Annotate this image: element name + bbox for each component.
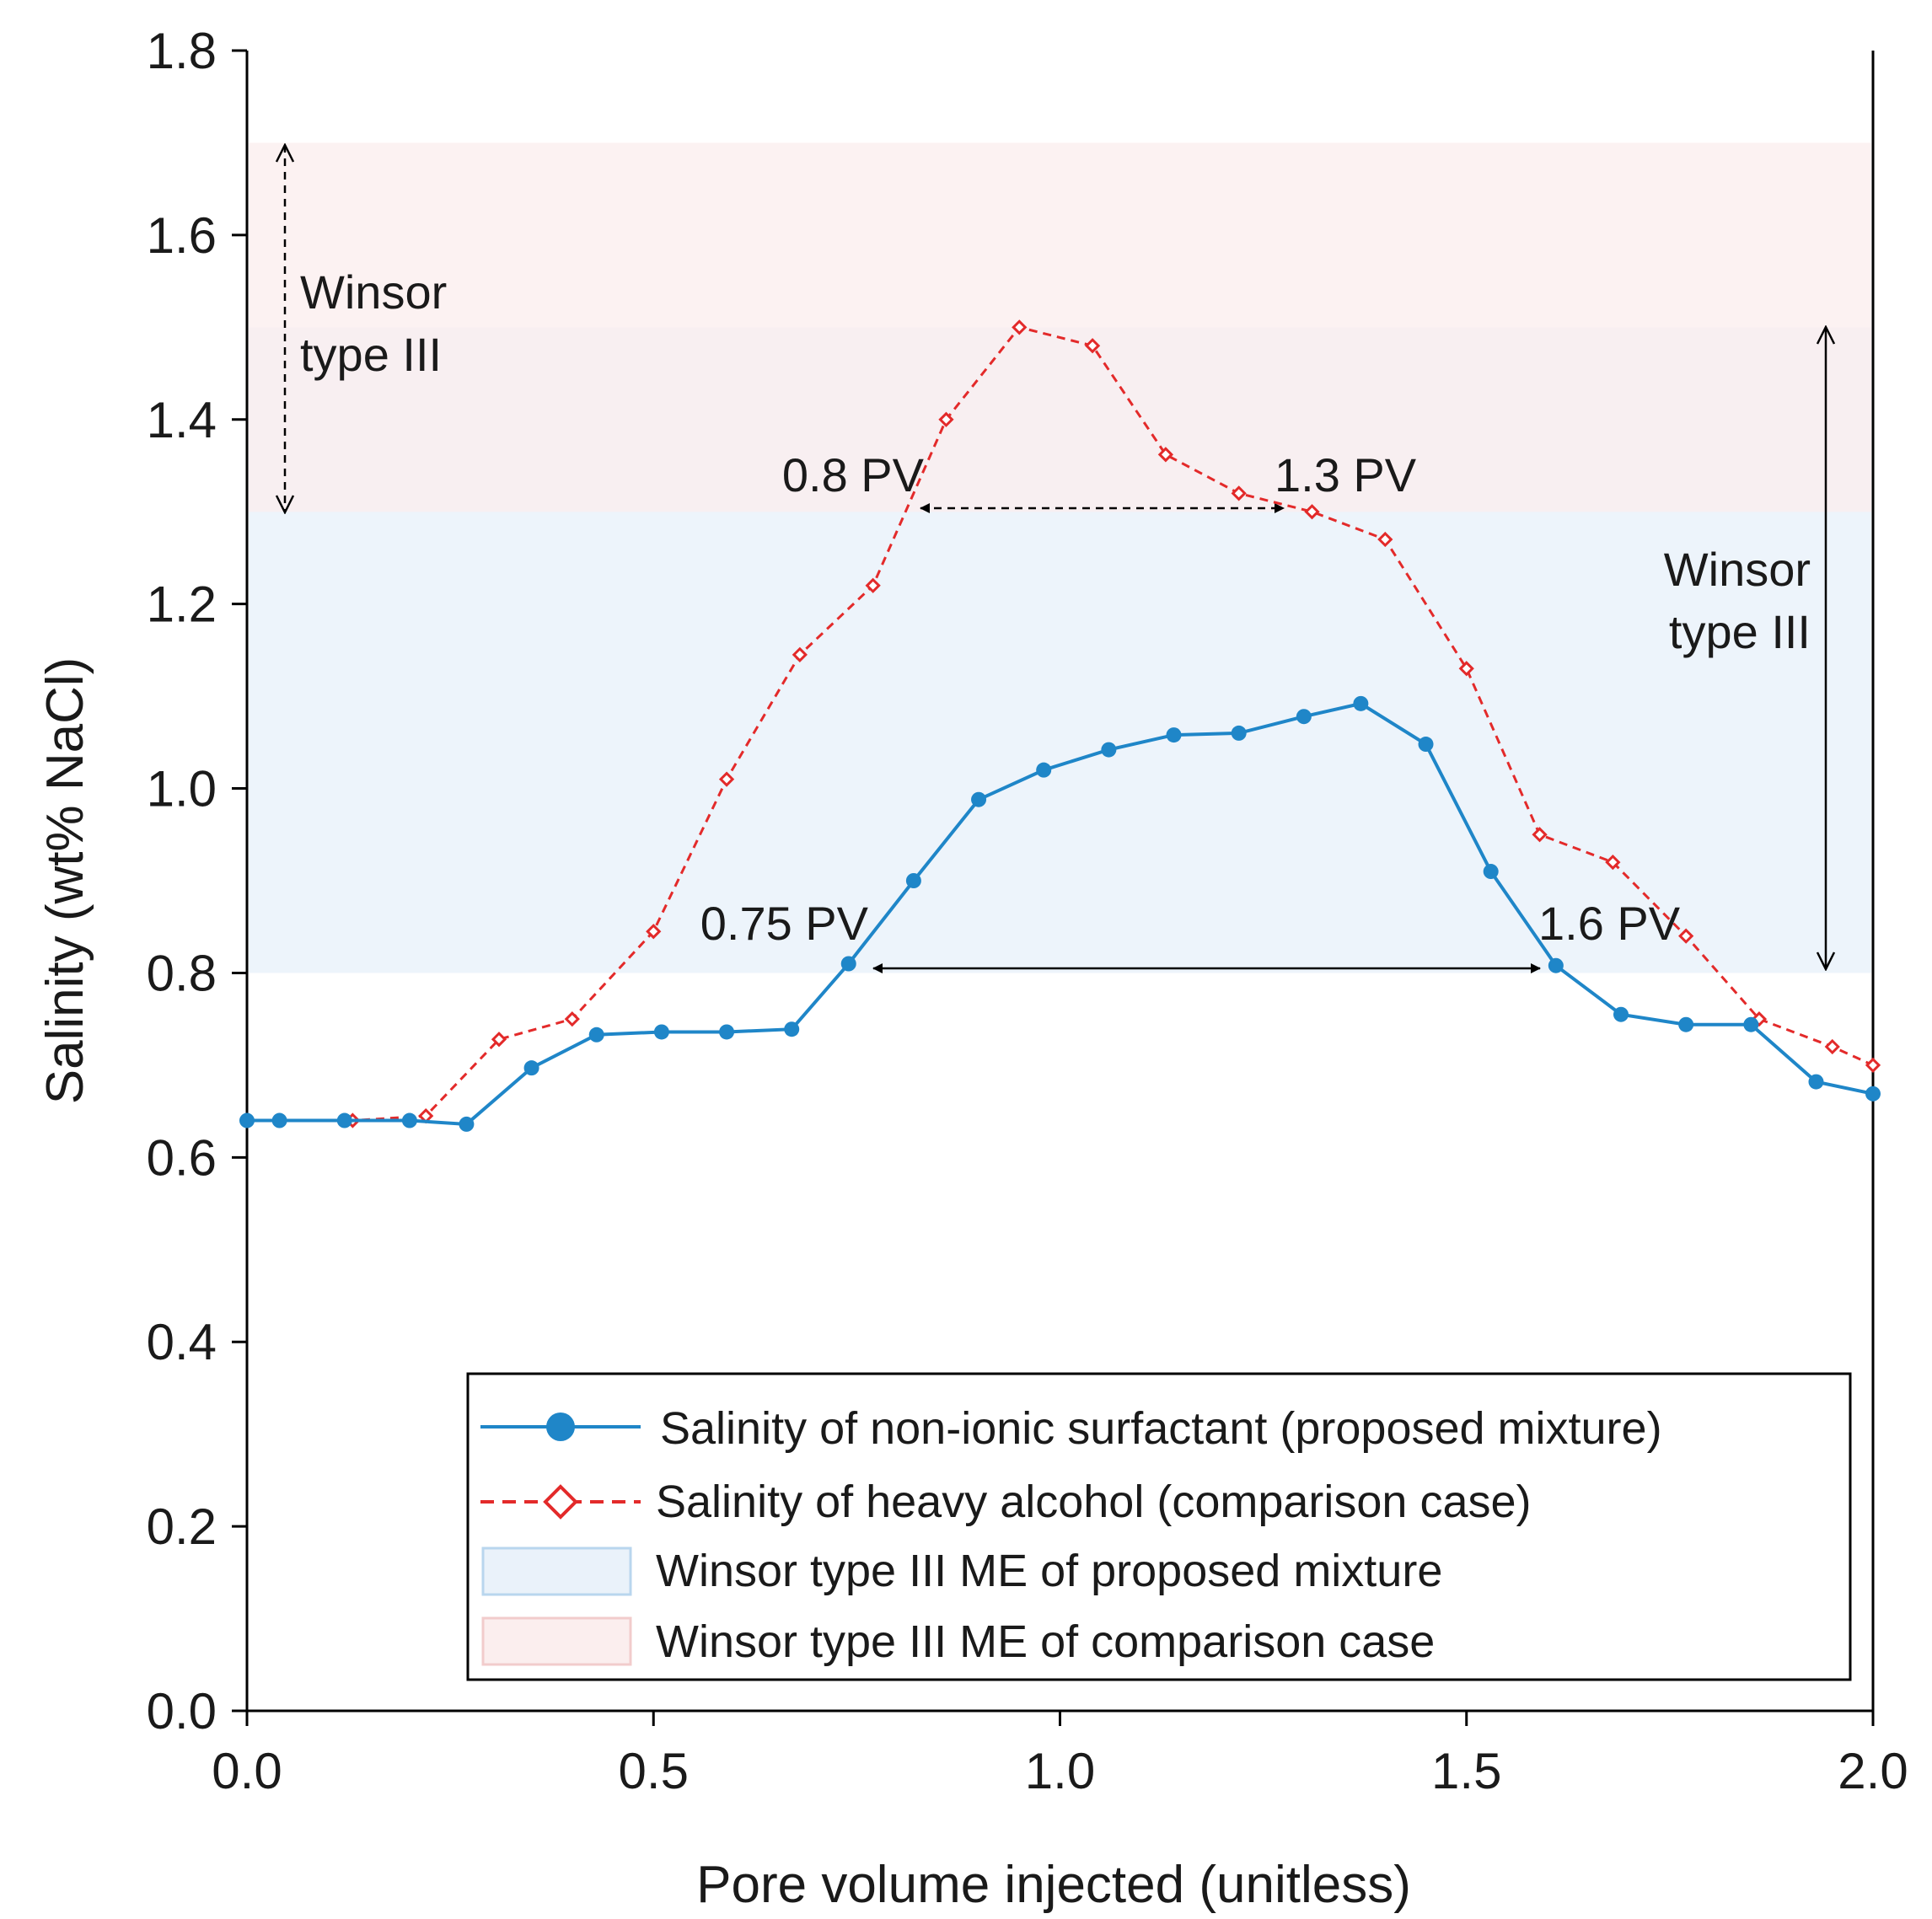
y-tick-label: 0.2 bbox=[147, 1498, 217, 1555]
point-proposed bbox=[1353, 695, 1369, 711]
annotation-1-3-pv: 1.3 PV bbox=[1275, 448, 1417, 501]
point-proposed bbox=[1865, 1085, 1881, 1102]
point-comparison bbox=[1012, 319, 1028, 335]
legend-swatch-comparison-band bbox=[481, 1616, 632, 1666]
point-proposed bbox=[840, 956, 856, 972]
point-comparison bbox=[718, 771, 735, 787]
legend-swatch-proposed-marker bbox=[546, 1412, 575, 1441]
point-comparison bbox=[792, 646, 808, 662]
legend-label-comparison: Salinity of heavy alcohol (comparison ca… bbox=[656, 1477, 1532, 1527]
y-tick-label: 1.2 bbox=[147, 576, 217, 633]
point-proposed bbox=[905, 873, 921, 888]
point-proposed bbox=[1808, 1074, 1824, 1090]
y-ticks: 0.0 0.2 0.4 0.6 0.8 1.0 1.2 1.4 1.6 1.8 bbox=[147, 23, 247, 1739]
y-tick-label: 1.0 bbox=[147, 761, 217, 817]
legend-label-proposed-band: Winsor type III ME of proposed mixture bbox=[656, 1546, 1442, 1596]
point-proposed bbox=[401, 1112, 417, 1128]
x-ticks: 0.0 0.5 1.0 1.5 2.0 bbox=[212, 1711, 1908, 1799]
annotation-0-8-pv: 0.8 PV bbox=[782, 448, 925, 501]
point-proposed bbox=[971, 791, 987, 807]
point-comparison bbox=[1751, 1011, 1768, 1027]
point-proposed bbox=[588, 1027, 604, 1043]
x-tick-label: 0.5 bbox=[619, 1743, 689, 1799]
point-proposed bbox=[1101, 742, 1117, 758]
point-proposed bbox=[1231, 725, 1247, 741]
right-range-label-line1: Winsor bbox=[1664, 543, 1811, 596]
y-tick-label: 0.8 bbox=[147, 945, 217, 1001]
point-comparison bbox=[1865, 1057, 1881, 1074]
point-comparison bbox=[491, 1032, 507, 1048]
annotation-0-75-pv: 0.75 PV bbox=[700, 897, 869, 950]
series-line-comparison bbox=[247, 325, 1874, 1123]
point-proposed bbox=[784, 1021, 800, 1037]
series-layer bbox=[239, 319, 1881, 1132]
left-range-label-line1: Winsor bbox=[300, 265, 447, 319]
point-proposed bbox=[1678, 1016, 1694, 1032]
legend-swatch-comparison-marker bbox=[543, 1484, 578, 1520]
legend-box bbox=[466, 1372, 1852, 1681]
point-proposed bbox=[1548, 957, 1564, 973]
point-proposed bbox=[336, 1112, 352, 1128]
point-proposed bbox=[1418, 737, 1434, 753]
point-comparison bbox=[1532, 827, 1548, 843]
point-comparison bbox=[938, 411, 954, 427]
legend-label-comparison-band: Winsor type III ME of comparison case bbox=[656, 1616, 1435, 1667]
x-tick-label: 0.0 bbox=[212, 1743, 282, 1799]
legend-label-proposed: Salinity of non-ionic surfactant (propos… bbox=[660, 1403, 1662, 1454]
x-tick-label: 2.0 bbox=[1838, 1743, 1908, 1799]
y-tick-label: 1.6 bbox=[147, 207, 217, 264]
point-proposed bbox=[1743, 1016, 1759, 1032]
point-proposed bbox=[459, 1116, 475, 1132]
point-proposed bbox=[1036, 762, 1052, 778]
point-comparison bbox=[646, 924, 662, 940]
winsor-bands bbox=[249, 142, 1871, 973]
point-comparison bbox=[1377, 531, 1393, 548]
point-comparison bbox=[1605, 854, 1621, 871]
x-axis-title: Pore volume injected (unitless) bbox=[696, 1856, 1411, 1914]
point-comparison bbox=[1084, 338, 1101, 354]
point-proposed bbox=[523, 1060, 539, 1076]
legend-swatch-proposed-band bbox=[481, 1546, 632, 1596]
point-comparison bbox=[1824, 1038, 1840, 1055]
point-comparison bbox=[1678, 928, 1694, 944]
y-tick-label: 1.8 bbox=[147, 23, 217, 79]
point-proposed bbox=[653, 1024, 669, 1040]
left-range-label-line2: type III bbox=[300, 328, 442, 381]
point-proposed bbox=[1483, 864, 1499, 880]
point-comparison bbox=[1231, 485, 1247, 501]
point-comparison bbox=[865, 577, 881, 593]
band-comparison-case bbox=[249, 142, 1871, 512]
point-comparison bbox=[1157, 447, 1174, 463]
point-proposed bbox=[1296, 709, 1312, 725]
legend: Salinity of non-ionic surfactant (propos… bbox=[466, 1372, 1852, 1681]
right-range-label-line2: type III bbox=[1669, 605, 1811, 658]
x-tick-label: 1.5 bbox=[1431, 1743, 1501, 1799]
y-tick-label: 0.0 bbox=[147, 1683, 217, 1739]
point-proposed bbox=[1166, 727, 1182, 743]
point-proposed bbox=[271, 1112, 287, 1128]
point-comparison bbox=[1458, 661, 1474, 677]
point-proposed bbox=[239, 1112, 255, 1128]
y-tick-label: 1.4 bbox=[147, 392, 217, 448]
x-tick-label: 1.0 bbox=[1025, 1743, 1095, 1799]
point-proposed bbox=[1613, 1006, 1629, 1022]
annotation-1-6-pv: 1.6 PV bbox=[1538, 897, 1681, 950]
y-axis-title: Salinity (wt% NaCl) bbox=[36, 657, 94, 1105]
y-tick-label: 0.6 bbox=[147, 1129, 217, 1186]
point-comparison bbox=[564, 1011, 580, 1027]
point-proposed bbox=[719, 1024, 735, 1040]
y-tick-label: 0.4 bbox=[147, 1314, 217, 1370]
point-comparison bbox=[1304, 504, 1320, 520]
